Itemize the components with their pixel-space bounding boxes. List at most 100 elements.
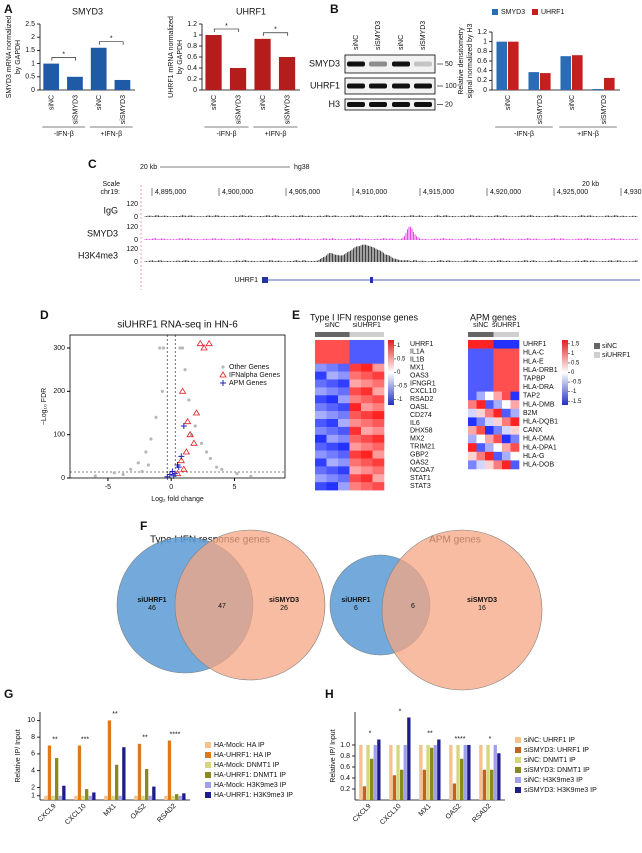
point bbox=[186, 430, 194, 438]
bar bbox=[486, 745, 490, 800]
x-tick-label: CXCL9 bbox=[352, 803, 373, 824]
bar bbox=[419, 745, 423, 800]
bar bbox=[77, 745, 82, 800]
band bbox=[347, 61, 365, 67]
heatmap-cell bbox=[502, 383, 511, 392]
heatmap-cell bbox=[468, 400, 477, 410]
sig-label: * bbox=[489, 736, 492, 743]
y-tick-label: 0.6 bbox=[187, 54, 197, 61]
heatmap-cell bbox=[349, 363, 362, 372]
point bbox=[205, 339, 213, 347]
heatmap-cell bbox=[502, 348, 511, 358]
point bbox=[154, 415, 158, 419]
sig-bracket bbox=[99, 41, 124, 45]
position-label: 4,900,000 bbox=[222, 189, 253, 196]
position-label: 4,925,000 bbox=[557, 189, 588, 196]
heatmap-cell bbox=[493, 434, 503, 444]
point bbox=[219, 371, 227, 378]
heatmap-cell bbox=[338, 482, 350, 491]
gene-label: DHX58 bbox=[410, 428, 433, 435]
heatmap-cell bbox=[338, 474, 350, 483]
sig-label: ** bbox=[142, 735, 148, 742]
heatmap-cell bbox=[349, 426, 362, 436]
legend-swatch bbox=[492, 9, 498, 15]
group-label: -IFN-β bbox=[514, 131, 534, 138]
gene-label: HLA-G bbox=[523, 453, 544, 460]
y-tick-label: 2 bbox=[31, 784, 35, 791]
color-bar-label: -1 bbox=[397, 397, 403, 403]
heatmap-cell bbox=[326, 458, 339, 467]
bar bbox=[175, 794, 179, 800]
point bbox=[180, 465, 188, 472]
heatmap-cell bbox=[493, 357, 503, 367]
gene-label: OAS3 bbox=[410, 372, 429, 379]
heatmap-cell bbox=[485, 434, 494, 444]
legend-label: Other Genes bbox=[229, 364, 270, 371]
x-tick-label: siNC bbox=[96, 95, 103, 110]
heatmap-cell bbox=[485, 391, 494, 401]
bar bbox=[254, 38, 271, 90]
panel-label: G bbox=[4, 687, 13, 701]
bar bbox=[392, 775, 397, 800]
venn-title: Type I IFN response genes bbox=[150, 535, 270, 546]
band bbox=[347, 83, 365, 89]
heatmap-cell bbox=[372, 347, 385, 357]
band bbox=[392, 83, 410, 89]
sig-bracket bbox=[213, 28, 240, 32]
column-label: siNC bbox=[473, 322, 488, 329]
heatmap-cell bbox=[326, 340, 339, 349]
venn-count: 26 bbox=[280, 605, 288, 612]
column-label: siUHRF1 bbox=[492, 322, 520, 329]
heatmap-cell bbox=[349, 403, 362, 412]
heatmap-cell bbox=[338, 363, 350, 372]
track-range: 120 bbox=[126, 201, 138, 208]
heatmap-cell bbox=[476, 400, 486, 410]
heatmap-cell bbox=[468, 451, 477, 461]
legend-label: siSMYD3: H3K9me3 IP bbox=[524, 787, 597, 794]
y-tick-label: 2 bbox=[31, 34, 35, 41]
band bbox=[347, 102, 365, 107]
heatmap-cell bbox=[315, 482, 327, 491]
venn-right bbox=[174, 529, 326, 681]
gene-label: UHRF1 bbox=[235, 277, 258, 284]
x-tick-label: CXCL10 bbox=[379, 803, 403, 827]
y-tick-label: 4 bbox=[31, 768, 35, 775]
heatmap-cell bbox=[493, 374, 503, 384]
x-tick-label: siNC bbox=[260, 95, 267, 110]
gene-label: HLA-DRA bbox=[523, 384, 554, 391]
marker-label: 50 bbox=[445, 61, 453, 68]
bar bbox=[528, 72, 540, 90]
legend-label: HA-UHRF1: DNMT1 IP bbox=[214, 772, 286, 779]
heatmap-cell bbox=[315, 442, 327, 451]
x-tick-label: 5 bbox=[232, 484, 236, 491]
heatmap-cell bbox=[315, 458, 327, 467]
heatmap-cell bbox=[493, 383, 503, 392]
bar bbox=[592, 89, 604, 90]
gene-label: HLA-DMB bbox=[523, 401, 555, 408]
gene-label: HLA-DRB1 bbox=[523, 367, 558, 374]
heatmap-cell bbox=[349, 482, 362, 491]
panel-label: C bbox=[88, 157, 97, 171]
venn-label: siUHRF1 bbox=[341, 597, 370, 604]
bar bbox=[171, 795, 175, 800]
legend-label: HA-UHRF1: HA IP bbox=[214, 752, 272, 759]
sig-bracket bbox=[262, 32, 289, 36]
bar bbox=[148, 795, 152, 800]
point bbox=[221, 365, 225, 369]
heatmap-cell bbox=[349, 466, 362, 475]
y-tick-label: 0.4 bbox=[187, 65, 197, 72]
sig-label: **** bbox=[170, 731, 181, 738]
heatmap-cell bbox=[326, 466, 339, 475]
heatmap-cell bbox=[476, 391, 486, 401]
point bbox=[182, 448, 191, 455]
heatmap-cell bbox=[315, 355, 327, 364]
heatmap-cell bbox=[361, 379, 373, 388]
legend-label: APM Genes bbox=[229, 380, 267, 387]
legend-swatch bbox=[205, 792, 211, 798]
gene-label: MX2 bbox=[410, 436, 425, 443]
heatmap-cell bbox=[485, 408, 494, 418]
x-axis-label: Log₂ fold change bbox=[151, 496, 204, 503]
point bbox=[183, 368, 187, 372]
bar bbox=[58, 795, 62, 800]
heatmap-cell bbox=[349, 450, 362, 459]
